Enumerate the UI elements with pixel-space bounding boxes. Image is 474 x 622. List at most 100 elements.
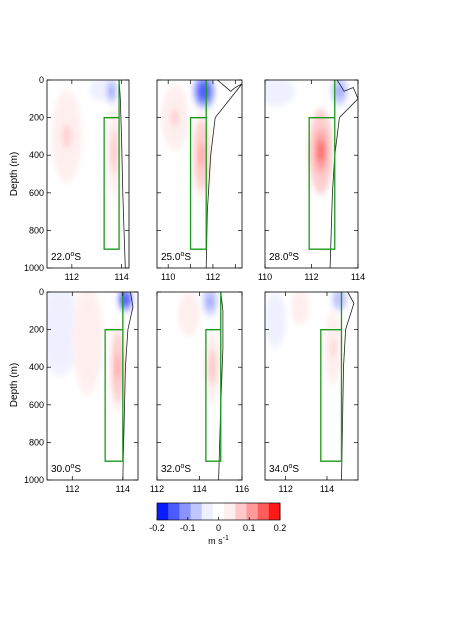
latitude-value: 34.0 bbox=[269, 464, 289, 475]
latitude-value: 28.0 bbox=[269, 252, 289, 263]
colorbar-tick-label: -0.1 bbox=[180, 523, 196, 533]
panel-latitude-label: 34.0oS bbox=[269, 463, 299, 475]
bathymetry-line bbox=[218, 292, 224, 480]
colorbar-swatch bbox=[179, 503, 192, 520]
hemisphere: S bbox=[292, 252, 299, 263]
y-tick-label: 0 bbox=[39, 287, 44, 297]
y-tick-label: 400 bbox=[29, 362, 44, 372]
x-tick-label: 112 bbox=[304, 272, 318, 282]
x-tick-label: 110 bbox=[258, 272, 272, 282]
velocity-blob-3 bbox=[210, 357, 215, 377]
bathymetry-line bbox=[329, 80, 358, 268]
x-tick-label: 114 bbox=[192, 484, 206, 494]
x-tick-label: 112 bbox=[278, 484, 292, 494]
velocity-field bbox=[265, 80, 349, 195]
x-tick-label: 112 bbox=[65, 272, 79, 282]
latitude-value: 30.0 bbox=[51, 464, 71, 475]
velocity-blob-3 bbox=[337, 87, 342, 96]
panel-6: 112 114 34.0oS bbox=[264, 291, 359, 494]
colorbar-tick-label: 0.2 bbox=[274, 523, 287, 533]
y-axis-title-top: Depth (m) bbox=[9, 152, 20, 196]
x-tick-label: 110 bbox=[161, 272, 175, 282]
colorbar-swatch bbox=[235, 503, 247, 520]
colorbar-tick-label: 0.1 bbox=[243, 523, 256, 533]
colorbar-swatch bbox=[257, 503, 270, 520]
velocity-blob-1 bbox=[171, 109, 179, 127]
y-tick-label: 400 bbox=[29, 150, 44, 160]
y-tick-label: 0 bbox=[39, 75, 44, 85]
hemisphere: S bbox=[184, 252, 191, 263]
degree-symbol: o bbox=[180, 251, 184, 258]
x-tick-label: 114 bbox=[116, 484, 130, 494]
velocity-field bbox=[178, 292, 220, 405]
velocity-blob-4 bbox=[337, 296, 342, 303]
velocity-blob-3 bbox=[115, 355, 120, 379]
velocity-field bbox=[51, 80, 121, 199]
panel-frame bbox=[46, 291, 139, 481]
colorbar-swatch bbox=[190, 503, 203, 520]
y-tick-label: 200 bbox=[29, 113, 44, 123]
y-axis-title-bottom: Depth (m) bbox=[9, 363, 20, 407]
colorbar-swatch bbox=[157, 503, 169, 520]
degree-symbol: o bbox=[288, 251, 292, 258]
x-tick-label: 112 bbox=[65, 484, 79, 494]
unit-main: m s bbox=[208, 536, 223, 546]
velocity-blob-2 bbox=[83, 324, 92, 354]
panel-2: 110 112 25.0oS bbox=[156, 79, 243, 282]
colorbar-swatch bbox=[212, 503, 225, 520]
velocity-blob-3 bbox=[331, 339, 336, 358]
latitude-value: 22.0 bbox=[51, 252, 71, 263]
latitude-value: 25.0 bbox=[161, 252, 181, 263]
y-tick-label: 800 bbox=[29, 225, 44, 235]
panel-5: 112 114 116 32.0oS bbox=[150, 291, 249, 494]
velocity-blob-2 bbox=[98, 86, 105, 93]
bathymetry-line bbox=[205, 80, 242, 268]
y-tick-label: 600 bbox=[29, 188, 44, 198]
velocity-blob-2 bbox=[201, 86, 207, 96]
x-tick-label: 114 bbox=[114, 272, 128, 282]
velocity-blob-1 bbox=[63, 124, 71, 149]
colorbar-tick-label: -0.2 bbox=[149, 523, 165, 533]
degree-symbol: o bbox=[70, 251, 74, 258]
colorbar-swatch bbox=[246, 503, 259, 520]
panel-frame bbox=[46, 79, 130, 269]
velocity-blob-2 bbox=[298, 302, 303, 312]
velocity-blob-2 bbox=[208, 297, 213, 306]
colorbar-swatch bbox=[201, 503, 214, 520]
velocity-blob-3 bbox=[199, 143, 204, 167]
panel-frame bbox=[156, 79, 243, 269]
velocity-blob-4 bbox=[123, 296, 128, 303]
unit-exponent: -1 bbox=[223, 535, 229, 542]
velocity-blob-4 bbox=[112, 139, 116, 164]
degree-symbol: o bbox=[180, 463, 184, 470]
x-tick-label: 112 bbox=[150, 484, 164, 494]
colorbar-swatch bbox=[168, 503, 180, 520]
hemisphere: S bbox=[74, 464, 81, 475]
hemisphere: S bbox=[74, 252, 81, 263]
bathymetry-line bbox=[118, 80, 126, 268]
bathymetry-line bbox=[122, 292, 134, 480]
degree-symbol: o bbox=[288, 463, 292, 470]
latitude-value: 32.0 bbox=[161, 464, 181, 475]
colorbar: -0.2 -0.1 0 0.1 0.2 m s-1 bbox=[149, 502, 287, 546]
x-tick-label: 114 bbox=[351, 272, 365, 282]
x-tick-label: 112 bbox=[206, 272, 220, 282]
velocity-blob-1 bbox=[272, 313, 278, 328]
y-tick-label: 600 bbox=[29, 400, 44, 410]
y-tick-label: 1000 bbox=[24, 263, 44, 273]
panel-1: 0 200 400 600 800 1000 112 114 22.0oS bbox=[24, 75, 130, 282]
panel-latitude-label: 25.0oS bbox=[161, 251, 191, 263]
velocity-blob-1 bbox=[186, 308, 192, 321]
colorbar-swatch bbox=[268, 503, 281, 520]
panel-latitude-label: 32.0oS bbox=[161, 463, 191, 475]
velocity-blob-1 bbox=[271, 87, 282, 96]
panel-background bbox=[157, 292, 242, 480]
panel-latitude-label: 22.0oS bbox=[51, 251, 81, 263]
y-tick-label: 1000 bbox=[24, 475, 44, 485]
colorbar-swatch bbox=[224, 503, 236, 520]
colorbar-unit: m s-1 bbox=[208, 535, 229, 546]
y-tick-label: 800 bbox=[29, 437, 44, 447]
y-tick-label: 200 bbox=[29, 325, 44, 335]
panel-latitude-label: 28.0oS bbox=[269, 251, 299, 263]
